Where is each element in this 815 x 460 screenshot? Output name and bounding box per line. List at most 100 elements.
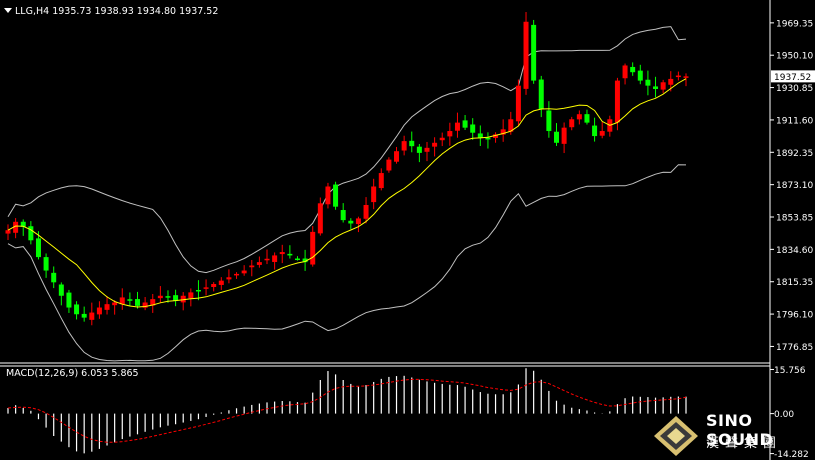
last-price-label: 1937.52 [774, 73, 811, 83]
candle-body [531, 24, 537, 81]
candle-body [173, 295, 179, 301]
candle-body [561, 127, 567, 144]
candle-body [675, 75, 681, 78]
candle-body [58, 284, 64, 296]
macd-panel: 15.756 0.00 -14.282 [7, 366, 809, 460]
candle-body [157, 295, 163, 299]
candle-body [340, 210, 346, 221]
price-tick-label: 1776.85 [776, 343, 813, 353]
sino-sound-logo-icon [654, 416, 698, 456]
candle-body [622, 65, 628, 79]
candle-body [165, 296, 171, 298]
candle-body [20, 221, 26, 227]
candle-body [256, 262, 262, 265]
candle-body [432, 142, 438, 147]
candle-body [96, 307, 102, 315]
candle-body [386, 159, 392, 171]
candle-body [180, 295, 186, 303]
candle-body [416, 146, 422, 153]
candle-body [234, 273, 240, 276]
candle-body [569, 119, 575, 128]
candle-body [51, 272, 57, 283]
candle-body [203, 287, 209, 289]
candle-body [668, 78, 674, 85]
candle-body [538, 79, 544, 110]
candle-body [150, 299, 156, 306]
candle-body [294, 258, 300, 261]
macd-tick-label: 15.756 [774, 366, 806, 376]
candle-body [66, 292, 72, 308]
main-chart-frame [0, 0, 771, 460]
macd-tick-label: -14.282 [774, 450, 809, 460]
candle-body [119, 297, 125, 305]
candle-body [424, 147, 430, 152]
candle-body [592, 125, 598, 137]
logo-title: SINO SOUND [706, 411, 774, 449]
ohlc-values: 1935.73 1938.93 1934.80 1937.52 [52, 6, 219, 17]
candle-body [637, 70, 643, 81]
candlestick-series [5, 12, 689, 326]
candle-body [241, 270, 247, 274]
candle-body [576, 114, 582, 120]
upper-band-line [7, 26, 687, 274]
candle-body [683, 76, 689, 78]
price-tick-label: 1930.85 [776, 84, 813, 94]
candle-body [500, 129, 506, 135]
candle-body [188, 292, 194, 299]
price-tick-label: 1892.35 [776, 149, 813, 159]
candle-body [371, 186, 377, 203]
candle-body [13, 221, 19, 233]
candle-body [485, 137, 491, 140]
candle-body [317, 203, 323, 234]
candle-body [409, 140, 415, 147]
candle-body [553, 131, 559, 143]
candle-body [127, 299, 133, 301]
candle-body [523, 21, 529, 89]
price-tick-label: 1796.10 [776, 311, 813, 321]
candle-body [218, 280, 224, 285]
candle-body [378, 173, 384, 189]
candle-body [493, 134, 499, 138]
candle-body [302, 258, 308, 263]
price-tick-label: 1873.10 [776, 181, 813, 191]
lower-band-line [7, 164, 687, 362]
candle-body [546, 110, 552, 132]
candle-body [614, 80, 620, 123]
candle-body [454, 122, 460, 131]
candle-body [477, 133, 483, 138]
candle-body [584, 114, 590, 123]
candle-body [142, 302, 148, 308]
candle-body [447, 131, 453, 137]
candle-body [462, 120, 468, 128]
candle-body [195, 289, 201, 292]
candle-body [81, 313, 87, 318]
price-tick-label: 1950.10 [776, 52, 813, 62]
candle-body [508, 119, 514, 132]
last-price-badge [771, 70, 815, 83]
macd-signal-line [7, 378, 687, 443]
candle-body [394, 151, 400, 162]
price-tick-label: 1834.60 [776, 246, 813, 256]
symbol-timeframe: LLG,H4 [15, 6, 50, 17]
candle-body [325, 186, 331, 205]
candle-body [333, 184, 339, 207]
candle-body [249, 265, 255, 268]
candle-body [599, 131, 605, 136]
candle-body [287, 253, 293, 256]
candle-body [226, 277, 232, 280]
price-tick-label: 1815.35 [776, 278, 813, 288]
candle-body [310, 231, 316, 265]
candle-body [135, 299, 141, 306]
candle-body [28, 226, 34, 241]
candle-body [112, 302, 118, 306]
candle-body [470, 124, 476, 133]
bollinger-bands [7, 26, 687, 362]
candle-body [74, 304, 80, 315]
candle-body [660, 82, 666, 90]
candle-body [515, 85, 521, 122]
candle-body [401, 141, 407, 151]
dropdown-triangle-icon[interactable] [4, 8, 12, 13]
candle-body [211, 283, 217, 287]
ma-line [7, 78, 687, 308]
